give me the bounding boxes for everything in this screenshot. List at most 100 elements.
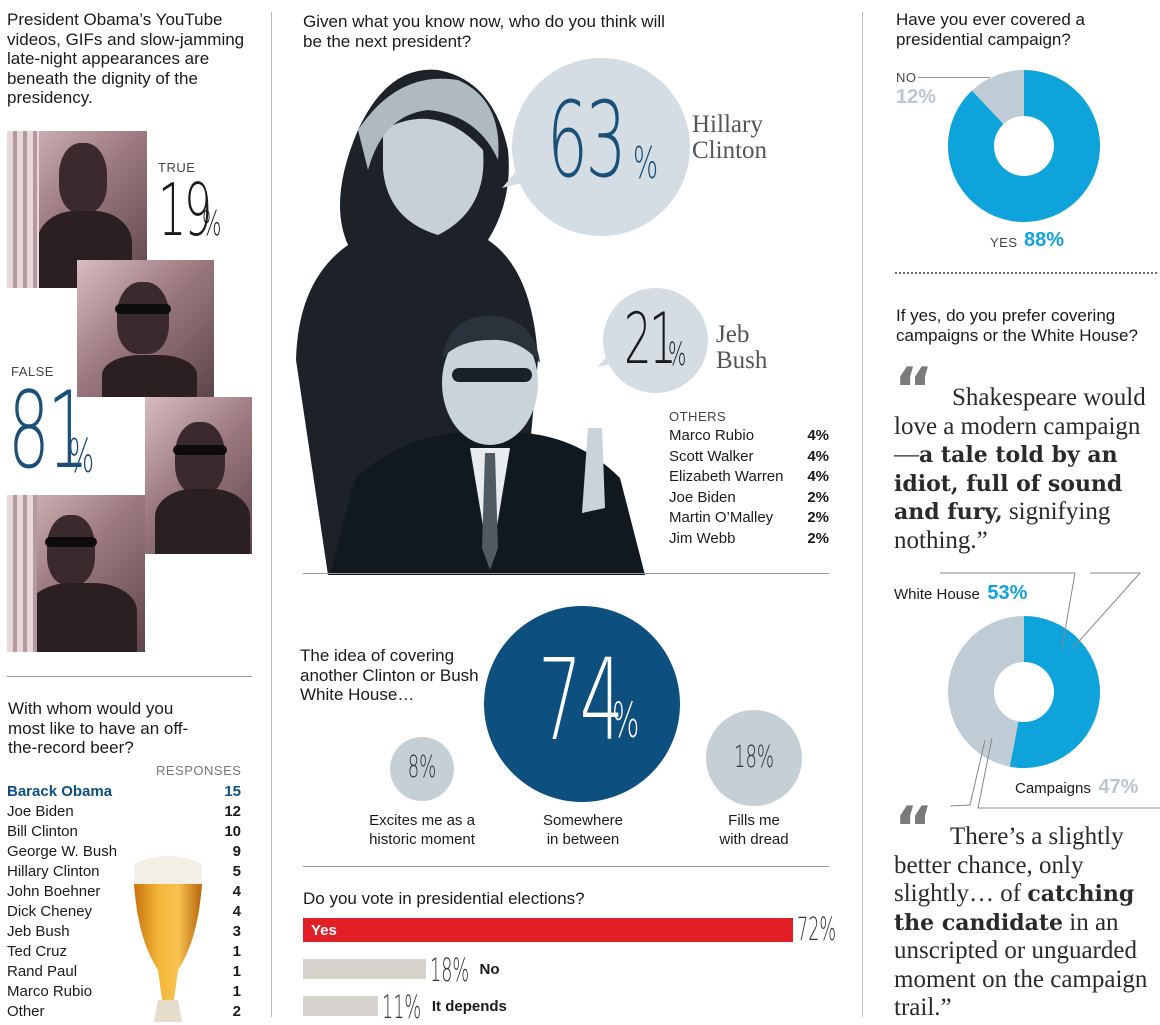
- beer-list-value: 1: [232, 943, 241, 960]
- beer-list-row: Dick Cheney 4: [7, 902, 241, 922]
- beer-list-row: George W. Bush 9: [7, 842, 241, 862]
- responses-label: RESPONSES: [156, 763, 242, 778]
- column-divider-left: [271, 12, 272, 1017]
- vote-bar-no: [303, 959, 426, 979]
- big-circle-74: [484, 606, 680, 802]
- true-label: TRUE: [158, 160, 196, 175]
- q7-question: If yes, do you prefer covering campaigns…: [896, 306, 1138, 345]
- hillary-bubble-tail: [502, 160, 526, 188]
- middle-caption-line2: in between: [546, 831, 620, 848]
- false-value-number: 81: [8, 369, 89, 492]
- small-circle-18-value: 18%: [733, 740, 775, 775]
- left-caption-line2: historic moment: [369, 831, 475, 848]
- no-label: NO: [896, 70, 917, 85]
- others-row: Marco Rubio 4%: [669, 426, 829, 447]
- obama-photo-4: [7, 495, 145, 652]
- q2-question: With whom would you most like to have an…: [8, 699, 189, 757]
- beer-list-value: 4: [232, 903, 241, 920]
- quote-2: There’s a slightly better chance, only s…: [894, 823, 1156, 1023]
- beer-list: Barack Obama 15 Joe Biden 12 Bill Clinton 10 G…: [7, 782, 241, 1022]
- vote-bar-label: Yes: [311, 922, 337, 939]
- q1-question: President Obama’s YouTube videos, GIFs a…: [7, 10, 245, 107]
- vote-bar-value: 18%: [429, 951, 469, 989]
- col1-divider: [7, 676, 252, 677]
- quote-1-bold: a tale told by an idiot, full of sound a…: [894, 442, 1123, 525]
- wh-label: White House: [894, 586, 980, 603]
- beer-list-name: John Boehner: [7, 883, 101, 900]
- vote-bar-value: 11%: [381, 988, 421, 1025]
- others-row: Jim Webb 2%: [669, 529, 829, 550]
- others-value: 4%: [807, 447, 829, 465]
- true-value-number: 19: [158, 168, 212, 252]
- jeb-bush-photo: [330, 315, 645, 575]
- q5-question: Do you vote in presidential elections?: [303, 889, 585, 908]
- preference-leader-lines: [940, 572, 1160, 809]
- beer-list-value: 4: [232, 883, 241, 900]
- beer-list-value: 2: [232, 1003, 241, 1020]
- others-row: Scott Walker 4%: [669, 447, 829, 468]
- camp-label: Campaigns: [1015, 780, 1091, 797]
- hillary-name: Hillary Clinton: [692, 112, 767, 164]
- left-caption: Excites me as a historic moment: [352, 811, 492, 849]
- false-label: FALSE: [11, 364, 54, 379]
- beer-list-name: Marco Rubio: [7, 983, 93, 1000]
- vote-bars: 72% Yes 18% No 11% It depends: [303, 912, 843, 1025]
- column-divider-right: [862, 12, 863, 1017]
- no-leader-line: [918, 77, 990, 78]
- quote-1-pre: Shakespeare would love a modern campaign…: [894, 384, 1146, 468]
- beer-list-row: Bill Clinton 10: [7, 822, 241, 842]
- others-value: 2%: [807, 529, 829, 547]
- beer-list-value: 1: [232, 963, 241, 980]
- beer-glass-image: [134, 856, 202, 1022]
- quote-2-post: in an unscripted or unguarded moment on …: [894, 908, 1148, 1022]
- vote-bar-yes: [303, 918, 793, 942]
- big-circle-number: 74: [538, 636, 624, 766]
- true-value: 19 %: [158, 174, 228, 246]
- others-name: Martin O’Malley: [669, 509, 774, 526]
- others-name: Elizabeth Warren: [669, 468, 784, 485]
- q3-question: Given what you know now, who do you thin…: [303, 12, 665, 51]
- jeb-value: 21 %: [624, 304, 704, 374]
- others-name: Joe Biden: [669, 488, 736, 506]
- beer-list-name: Other: [7, 1003, 45, 1020]
- hillary-value-number: 63: [547, 79, 627, 201]
- small-circle-18: [706, 710, 802, 806]
- preference-donut-chart: [948, 616, 1101, 768]
- others-row: Martin O’Malley 2%: [669, 508, 829, 529]
- quote-2-pre: There’s a slightly better chance, only s…: [894, 823, 1124, 907]
- vote-bar-label: No: [479, 961, 500, 978]
- beer-list-value: 1: [232, 983, 241, 1000]
- others-value: 2%: [807, 509, 829, 526]
- hillary-pct-sign: %: [633, 138, 659, 189]
- hillary-value: 63 %: [547, 88, 677, 198]
- others-value: 4%: [807, 427, 829, 444]
- beer-list-name: Jeb Bush: [7, 923, 70, 940]
- others-value: 2%: [807, 488, 829, 506]
- beer-list-name: Rand Paul: [7, 963, 78, 980]
- col2-divider-1: [303, 573, 829, 574]
- q6-question: Have you ever covered a presidential cam…: [896, 10, 1085, 49]
- yes-value: 88%: [1024, 229, 1065, 251]
- col3-dotted-divider: [895, 272, 1157, 274]
- hillary-bubble: [512, 58, 690, 236]
- jeb-value-number: 21: [624, 298, 677, 380]
- camp-value: 47%: [1098, 776, 1139, 798]
- camp-label-row: Campaigns 47%: [1015, 776, 1138, 799]
- beer-list-value: 3: [232, 923, 241, 940]
- beer-list-value: 10: [224, 823, 241, 840]
- quote-1-post: signifying nothing.”: [894, 498, 1111, 554]
- beer-list-name: Dick Cheney: [7, 903, 93, 920]
- left-caption-line1: Excites me as a: [369, 812, 475, 829]
- no-value: 12%: [896, 86, 937, 108]
- others-row: Elizabeth Warren 4%: [669, 467, 829, 488]
- yes-label: YES: [990, 235, 1018, 250]
- small-circle-8-value: 8%: [407, 750, 437, 785]
- campaign-donut-yes-slice: [948, 70, 1100, 222]
- beer-list-row: Ted Cruz 1: [7, 942, 241, 962]
- big-circle-value: 74 %: [538, 645, 648, 765]
- others-label: OTHERS: [669, 409, 727, 424]
- beer-list-row: Barack Obama 15: [7, 782, 241, 802]
- jeb-name: Jeb Bush: [716, 322, 767, 374]
- others-name: Scott Walker: [669, 447, 754, 465]
- beer-list-row: Other 2: [7, 1002, 241, 1022]
